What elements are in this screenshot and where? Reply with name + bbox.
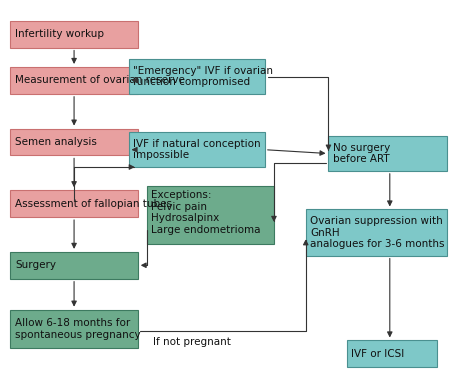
Text: Measurement of ovarian reserve: Measurement of ovarian reserve xyxy=(15,75,185,85)
Text: Semen analysis: Semen analysis xyxy=(15,137,97,147)
FancyBboxPatch shape xyxy=(10,252,137,279)
FancyBboxPatch shape xyxy=(10,310,137,348)
Text: Surgery: Surgery xyxy=(15,260,56,270)
FancyBboxPatch shape xyxy=(306,210,447,256)
FancyBboxPatch shape xyxy=(10,128,137,156)
Text: IVF if natural conception
impossible: IVF if natural conception impossible xyxy=(133,139,261,161)
Text: Exceptions:
Pelvic pain
Hydrosalpinx
Large endometrioma: Exceptions: Pelvic pain Hydrosalpinx Lar… xyxy=(151,190,261,235)
FancyBboxPatch shape xyxy=(128,59,265,94)
Text: Infertility workup: Infertility workup xyxy=(15,29,104,39)
Text: Ovarian suppression with GnRH
analogues for 3-6 months: Ovarian suppression with GnRH analogues … xyxy=(310,216,445,249)
FancyBboxPatch shape xyxy=(128,132,265,167)
FancyBboxPatch shape xyxy=(328,136,447,171)
Text: Allow 6-18 months for
spontaneous pregnancy: Allow 6-18 months for spontaneous pregna… xyxy=(15,318,141,340)
FancyBboxPatch shape xyxy=(346,340,438,367)
Text: No surgery
before ART: No surgery before ART xyxy=(333,143,390,165)
FancyBboxPatch shape xyxy=(147,186,274,244)
Text: IVF or ICSI: IVF or ICSI xyxy=(351,349,404,359)
FancyBboxPatch shape xyxy=(10,67,137,94)
FancyBboxPatch shape xyxy=(10,190,137,217)
FancyBboxPatch shape xyxy=(10,21,137,48)
Text: "Emergency" IVF if ovarian
function compromised: "Emergency" IVF if ovarian function comp… xyxy=(133,66,273,87)
Text: Assessment of fallopian tubes: Assessment of fallopian tubes xyxy=(15,199,172,209)
Text: If not pregnant: If not pregnant xyxy=(153,337,231,347)
